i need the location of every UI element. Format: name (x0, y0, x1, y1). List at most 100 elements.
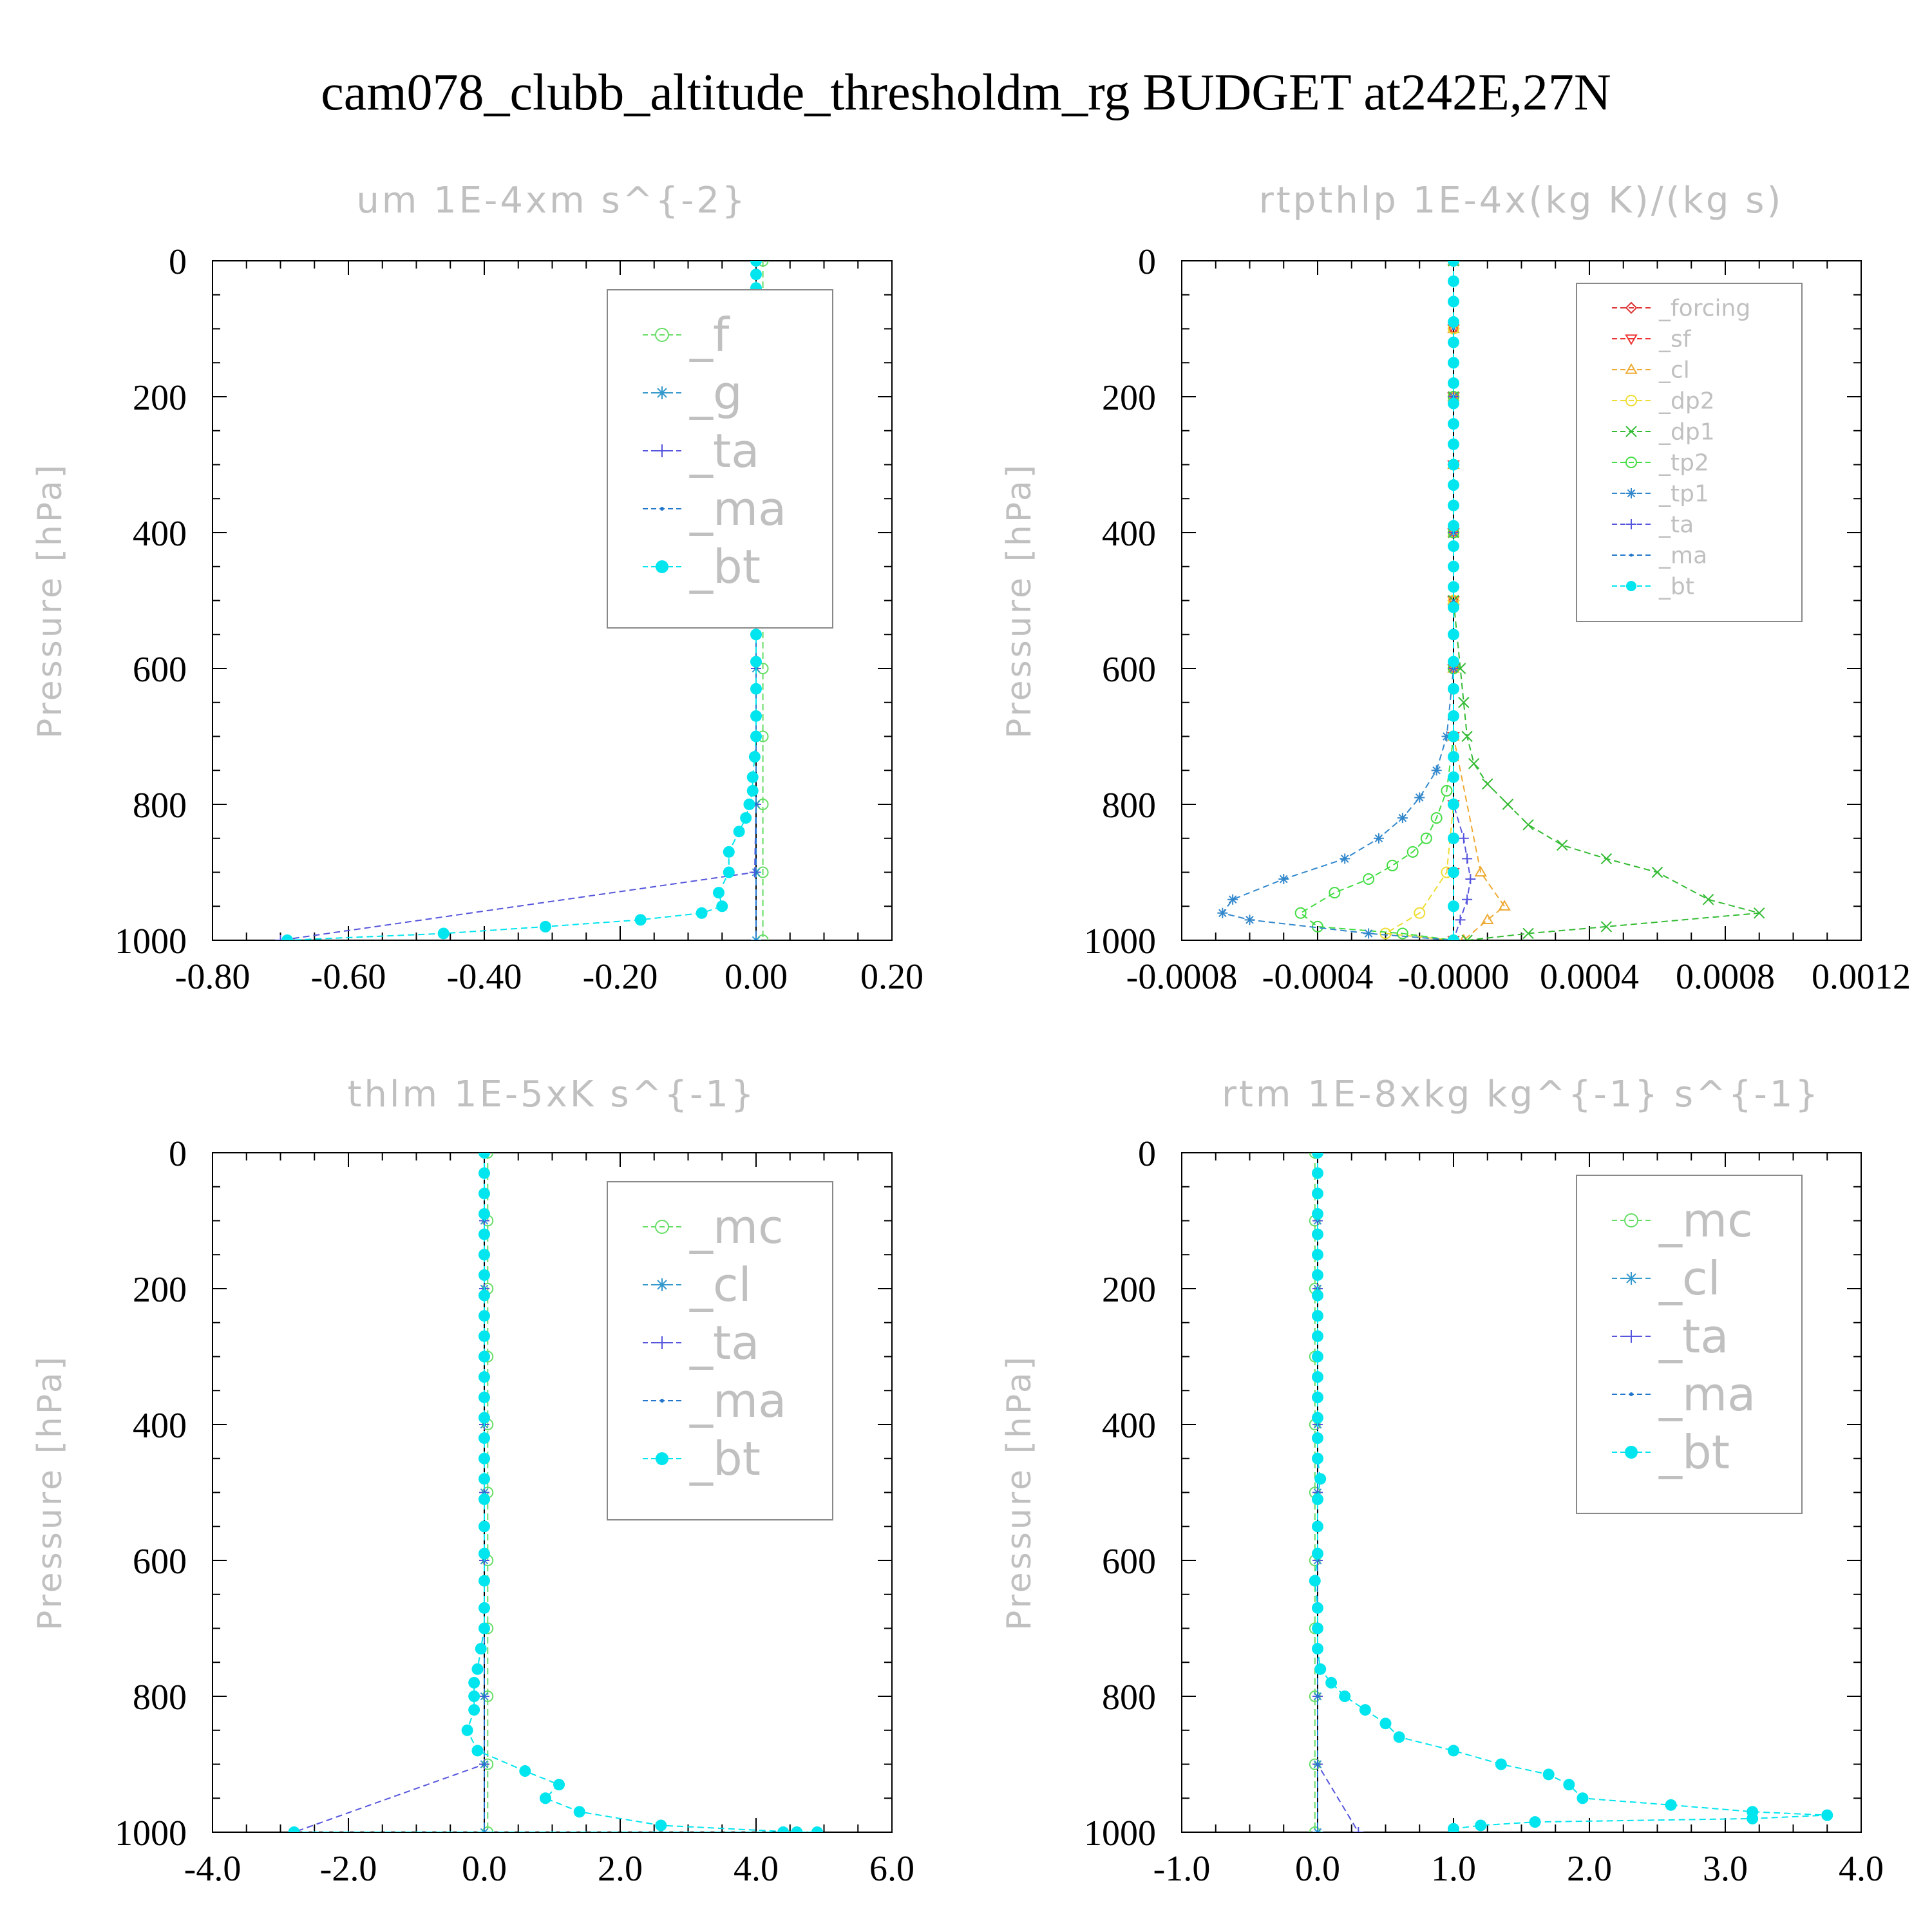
data-point (1363, 873, 1375, 886)
data-point (1448, 1823, 1459, 1832)
x-tick-label: -0.0008 (1126, 957, 1238, 997)
data-point (478, 1269, 490, 1281)
data-point (1448, 710, 1459, 722)
data-point (1312, 1602, 1323, 1614)
y-axis-label: Pressure [hPa] (1000, 462, 1039, 739)
data-point (1448, 656, 1459, 668)
data-point (478, 1548, 490, 1560)
data-point (1217, 907, 1228, 918)
data-point (1329, 887, 1341, 899)
legend-label: _ta (1658, 512, 1694, 538)
data-point (1448, 1745, 1459, 1757)
data-point (1312, 1622, 1323, 1634)
legend-label: _cl (1658, 1251, 1721, 1305)
legend-marker (1626, 581, 1636, 591)
data-point (478, 1153, 490, 1159)
data-point (1312, 1330, 1323, 1342)
series_dp2 (1379, 261, 1459, 940)
data-point (1393, 1731, 1405, 1743)
y-tick-label: 1000 (115, 922, 187, 961)
legend-label: _mc (689, 1200, 784, 1254)
data-point (1448, 629, 1459, 641)
data-point (471, 1745, 484, 1757)
data-point (754, 871, 758, 874)
data-point (478, 1188, 490, 1200)
data-point (1294, 907, 1307, 919)
x-tick-label: 2.0 (1567, 1849, 1612, 1889)
data-point (461, 1724, 473, 1736)
data-point (1747, 1812, 1759, 1824)
data-point (1373, 833, 1384, 844)
x-tick-label: 4.0 (734, 1849, 779, 1889)
legend: _mc_cl_ta_ma_bt (1576, 1175, 1803, 1514)
data-point (743, 799, 755, 810)
data-point (1379, 927, 1392, 940)
y-tick-label: 400 (133, 1406, 187, 1446)
y-tick-label: 1000 (1084, 922, 1156, 961)
y-tick-label: 200 (1102, 1270, 1156, 1310)
legend-entry: _bt (1612, 574, 1694, 600)
y-tick-label: 200 (133, 1270, 187, 1310)
x-tick-label: -0.0000 (1398, 957, 1510, 997)
data-point (1468, 757, 1480, 770)
data-point (288, 1826, 300, 1832)
legend-label: _ma (689, 1374, 786, 1428)
data-point (1502, 799, 1514, 810)
data-point (696, 907, 708, 919)
x-tick-label: 4.0 (1839, 1849, 1884, 1889)
data-point (281, 934, 294, 940)
series_tp2 (1294, 261, 1459, 940)
data-point (1312, 1208, 1323, 1220)
y-tick-label: 600 (133, 650, 187, 690)
x-tick-label: -0.80 (175, 957, 251, 997)
x-tick-label: 0.0 (1295, 1849, 1340, 1889)
legend-label: _bt (1658, 1425, 1730, 1479)
panel-title: rtpthlp 1E-4x(kg K)/(kg s) (1259, 180, 1784, 222)
panel-2: rtpthlp 1E-4x(kg K)/(kg s) Pressure [hPa]… (1000, 180, 1911, 997)
data-point (1312, 1391, 1323, 1403)
x-tick-label: 0.0004 (1540, 957, 1639, 997)
data-point (475, 1643, 487, 1655)
data-point (1448, 540, 1459, 553)
data-point (1339, 1690, 1351, 1702)
legend: _forcing _sf _cl _dp2 _dp1 _tp2 _tp1 _ta _ma _bt (1576, 283, 1803, 622)
legend-label: _bt (689, 1432, 761, 1486)
data-point (1448, 275, 1459, 287)
data-point (1312, 1493, 1323, 1506)
legend: _f_g_ta_ma_bt (607, 289, 833, 629)
x-tick-label: 0.0012 (1812, 957, 1911, 997)
data-point (519, 1765, 531, 1777)
data-point (1448, 560, 1459, 573)
legend-entry: _g (643, 366, 743, 420)
legend-label: _bt (689, 540, 761, 594)
x-tick-label: -4.0 (184, 1849, 242, 1889)
data-point (750, 629, 762, 641)
data-point (1309, 1153, 1321, 1159)
legend-entry: _ma (643, 1374, 786, 1428)
legend-marker (1625, 363, 1638, 374)
y-tick-label: 0 (169, 242, 187, 282)
series_bt (1448, 261, 1459, 940)
data-point (1387, 859, 1399, 871)
legend-marker (1625, 1330, 1638, 1343)
y-tick-label: 200 (133, 378, 187, 418)
data-point (468, 1704, 480, 1716)
legend-marker (656, 560, 668, 573)
data-point (1312, 1310, 1323, 1322)
data-point (1359, 1704, 1371, 1716)
data-point (478, 1310, 490, 1322)
data-point (1406, 846, 1419, 858)
data-point (437, 927, 450, 940)
legend-label: _dp2 (1658, 388, 1715, 415)
legend-marker (655, 328, 669, 342)
data-point (1448, 683, 1459, 695)
series-line (294, 1153, 485, 1832)
data-point (1441, 731, 1452, 742)
legend-entry: _dp1 (1612, 419, 1715, 446)
data-point (478, 1330, 490, 1342)
data-point (1325, 1676, 1338, 1689)
data-point (1702, 893, 1714, 905)
data-point (478, 1350, 490, 1363)
legend-entry: _dp2 (1612, 388, 1715, 415)
legend-marker (656, 1278, 668, 1291)
